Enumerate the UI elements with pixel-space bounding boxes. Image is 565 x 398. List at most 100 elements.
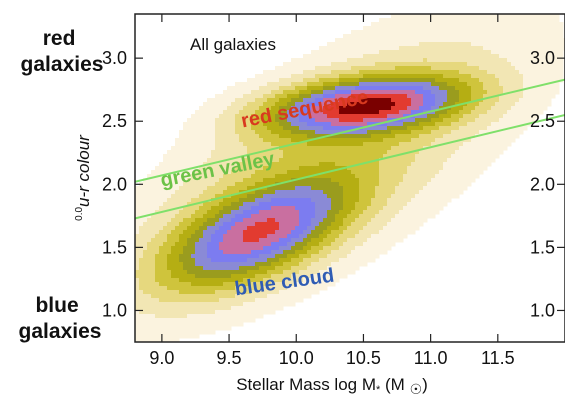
density-cell xyxy=(263,222,268,227)
density-cell xyxy=(231,250,236,255)
density-cell xyxy=(135,278,140,283)
density-cell xyxy=(483,66,488,71)
density-cell xyxy=(403,38,408,43)
density-cell xyxy=(387,70,392,75)
density-cell xyxy=(391,86,396,91)
density-cell xyxy=(459,90,464,95)
density-cell xyxy=(139,202,144,207)
density-cell xyxy=(475,174,480,179)
density-cell xyxy=(263,286,268,291)
density-cell xyxy=(315,202,320,207)
density-cell xyxy=(319,214,324,219)
density-cell xyxy=(363,194,368,199)
density-cell xyxy=(259,226,264,231)
density-cell xyxy=(435,158,440,163)
density-cell xyxy=(407,202,412,207)
density-cell xyxy=(219,98,224,103)
density-cell xyxy=(395,86,400,91)
density-cell xyxy=(443,90,448,95)
density-cell xyxy=(259,170,264,175)
density-cell xyxy=(467,110,472,115)
density-cell xyxy=(355,266,360,271)
density-cell xyxy=(151,210,156,215)
density-cell xyxy=(451,54,456,59)
density-cell xyxy=(407,170,412,175)
density-cell xyxy=(339,90,344,95)
density-cell xyxy=(283,242,288,247)
density-cell xyxy=(387,170,392,175)
density-cell xyxy=(227,234,232,239)
density-cell xyxy=(395,230,400,235)
density-cell xyxy=(555,82,560,87)
density-cell xyxy=(359,258,364,263)
density-cell xyxy=(395,190,400,195)
density-cell xyxy=(471,114,476,119)
density-cell xyxy=(347,262,352,267)
density-cell xyxy=(259,206,264,211)
density-cell xyxy=(363,86,368,91)
density-cell xyxy=(187,278,192,283)
density-cell xyxy=(235,194,240,199)
density-cell xyxy=(407,38,412,43)
density-cell xyxy=(283,182,288,187)
density-cell xyxy=(235,222,240,227)
density-cell xyxy=(483,150,488,155)
density-cell xyxy=(267,202,272,207)
density-cell xyxy=(343,106,348,111)
density-cell xyxy=(223,214,228,219)
density-cell xyxy=(307,258,312,263)
density-cell xyxy=(531,98,536,103)
density-cell xyxy=(467,82,472,87)
density-cell xyxy=(199,178,204,183)
density-cell xyxy=(155,218,160,223)
density-cell xyxy=(355,226,360,231)
density-cell xyxy=(259,254,264,259)
density-cell xyxy=(439,178,444,183)
density-cell xyxy=(371,74,376,79)
density-cell xyxy=(499,42,504,47)
density-cell xyxy=(291,86,296,91)
density-cell xyxy=(323,106,328,111)
density-cell xyxy=(275,82,280,87)
density-cell xyxy=(159,178,164,183)
density-cell xyxy=(479,78,484,83)
density-cell xyxy=(183,186,188,191)
density-cell xyxy=(259,198,264,203)
density-cell xyxy=(263,174,268,179)
density-cell xyxy=(291,258,296,263)
density-cell xyxy=(251,122,256,127)
density-cell xyxy=(475,102,480,107)
density-cell xyxy=(207,246,212,251)
density-cell xyxy=(403,26,408,31)
density-cell xyxy=(207,206,212,211)
density-cell xyxy=(363,66,368,71)
density-cell xyxy=(491,110,496,115)
density-cell xyxy=(319,246,324,251)
density-cell xyxy=(295,150,300,155)
density-cell xyxy=(199,162,204,167)
density-cell xyxy=(243,278,248,283)
density-cell xyxy=(407,94,412,99)
density-cell xyxy=(375,114,380,119)
density-cell xyxy=(223,234,228,239)
density-cell xyxy=(443,34,448,39)
density-cell xyxy=(243,262,248,267)
density-cell xyxy=(535,106,540,111)
density-cell xyxy=(283,106,288,111)
density-cell xyxy=(219,270,224,275)
density-cell xyxy=(347,190,352,195)
density-cell xyxy=(487,98,492,103)
density-cell xyxy=(415,38,420,43)
density-cell xyxy=(203,262,208,267)
density-cell xyxy=(239,90,244,95)
density-cell xyxy=(499,14,504,19)
density-cell xyxy=(191,174,196,179)
density-cell xyxy=(411,110,416,115)
density-cell xyxy=(183,266,188,271)
density-cell xyxy=(263,214,268,219)
density-cell xyxy=(275,198,280,203)
density-cell xyxy=(187,138,192,143)
density-cell xyxy=(327,118,332,123)
density-cell xyxy=(227,118,232,123)
density-cell xyxy=(195,242,200,247)
